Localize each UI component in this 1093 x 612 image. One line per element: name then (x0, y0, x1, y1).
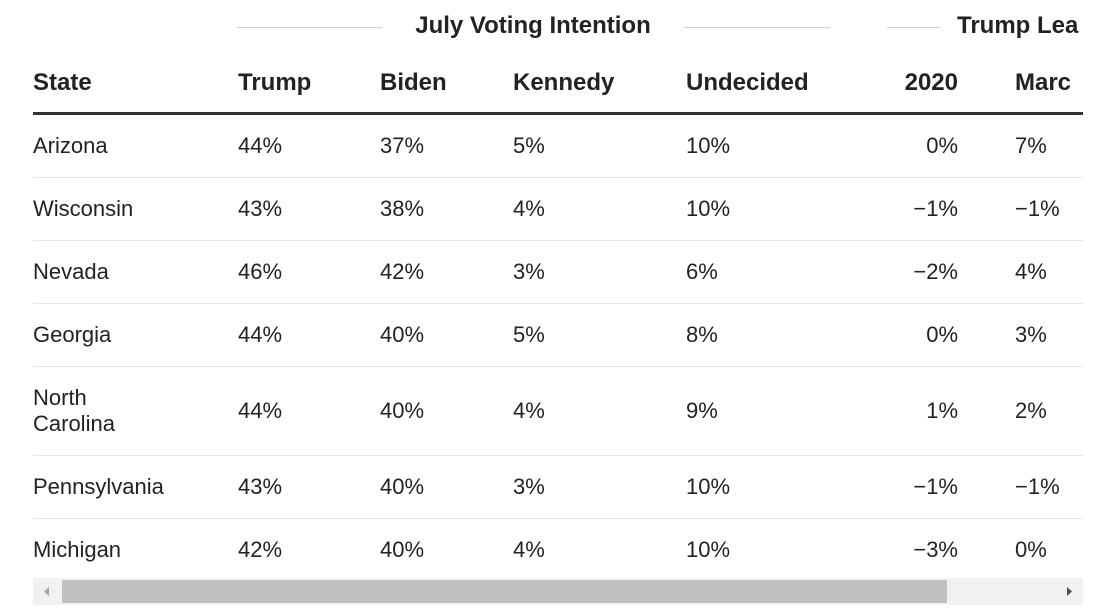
value-cell: 43% (238, 474, 283, 499)
column-header: State (33, 69, 92, 96)
value-cell: 44% (238, 133, 283, 158)
scroll-thumb[interactable] (62, 580, 947, 603)
value-cell: 10% (686, 537, 731, 562)
value-cell: 4% (513, 196, 545, 221)
value-cell: 40% (380, 398, 425, 423)
group-rule (683, 27, 830, 28)
value-cell: 3% (513, 259, 545, 284)
value-cell: −3% (913, 537, 958, 562)
column-header: 2020 (904, 69, 958, 96)
value-cell: 4% (513, 537, 545, 562)
state-cell: Nevada (33, 259, 109, 284)
value-cell: 2% (1015, 398, 1047, 423)
value-cell: 37% (380, 133, 425, 158)
group-rule (887, 27, 941, 28)
table-row: North Carolina 44% 40% 4% 9% 1% 2% (33, 367, 1083, 456)
table-body: Arizona 44% 37% 5% 10% 0% 7% Wisconsin 43% 38% 4% 1… (33, 115, 1083, 578)
value-cell: 7% (1015, 133, 1047, 158)
table-row: Georgia 44% 40% 5% 8% 0% 3% (33, 304, 1083, 367)
value-cell: 9% (686, 398, 718, 423)
value-cell: 10% (686, 196, 731, 221)
value-cell: 3% (1015, 322, 1047, 347)
group-header: Trump Lea (957, 12, 1079, 39)
state-cell: Arizona (33, 133, 108, 158)
value-cell: 8% (686, 322, 718, 347)
value-cell: 5% (513, 133, 545, 158)
value-cell: 3% (513, 474, 545, 499)
column-header: Undecided (686, 69, 809, 96)
value-cell: 10% (686, 133, 731, 158)
table-row: Michigan 42% 40% 4% 10% −3% 0% (33, 519, 1083, 578)
column-header: Biden (380, 69, 447, 96)
value-cell: 0% (926, 322, 958, 347)
header-row: State Trump Biden Kennedy Undecided 2020 Marc (33, 54, 1083, 115)
column-header: Marc (1015, 69, 1072, 96)
value-cell: 42% (238, 537, 283, 562)
value-cell: 44% (238, 322, 283, 347)
value-cell: 4% (1015, 259, 1047, 284)
value-cell: 0% (1015, 537, 1047, 562)
value-cell: 0% (926, 133, 958, 158)
scroll-arrows (44, 587, 1072, 596)
value-cell: 40% (380, 322, 425, 347)
state-cell: Wisconsin (33, 196, 134, 221)
table-row: Pennsylvania 43% 40% 3% 10% −1% −1% (33, 456, 1083, 519)
value-cell: 10% (686, 474, 731, 499)
value-cell: 4% (513, 398, 545, 423)
value-cell: 42% (380, 259, 425, 284)
value-cell: 43% (238, 196, 283, 221)
value-cell: −1% (1015, 196, 1060, 221)
value-cell: −2% (913, 259, 958, 284)
group-header: July Voting Intention (415, 12, 651, 39)
column-header: Kennedy (513, 69, 615, 96)
value-cell: 6% (686, 259, 718, 284)
table-viewport: July Voting Intention Trump Lea State Tru… (33, 0, 1083, 578)
state-cell: Michigan (33, 537, 122, 562)
state-cell: North Carolina (33, 385, 115, 436)
value-cell: 46% (238, 259, 283, 284)
value-cell: −1% (913, 196, 958, 221)
scrollbar[interactable] (33, 578, 1083, 605)
value-cell: −1% (1015, 474, 1060, 499)
table-row: Wisconsin 43% 38% 4% 10% −1% −1% (33, 178, 1083, 241)
value-cell: 40% (380, 537, 425, 562)
value-cell: 44% (238, 398, 283, 423)
state-cell: Pennsylvania (33, 474, 164, 499)
state-cell: Georgia (33, 322, 112, 347)
group-rule (237, 27, 382, 28)
table-row: Arizona 44% 37% 5% 10% 0% 7% (33, 115, 1083, 178)
table-row: Nevada 46% 42% 3% 6% −2% 4% (33, 241, 1083, 304)
value-cell: 5% (513, 322, 545, 347)
value-cell: 38% (380, 196, 425, 221)
column-header: Trump (238, 69, 312, 96)
value-cell: 40% (380, 474, 425, 499)
value-cell: −1% (913, 474, 958, 499)
value-cell: 1% (926, 398, 958, 423)
